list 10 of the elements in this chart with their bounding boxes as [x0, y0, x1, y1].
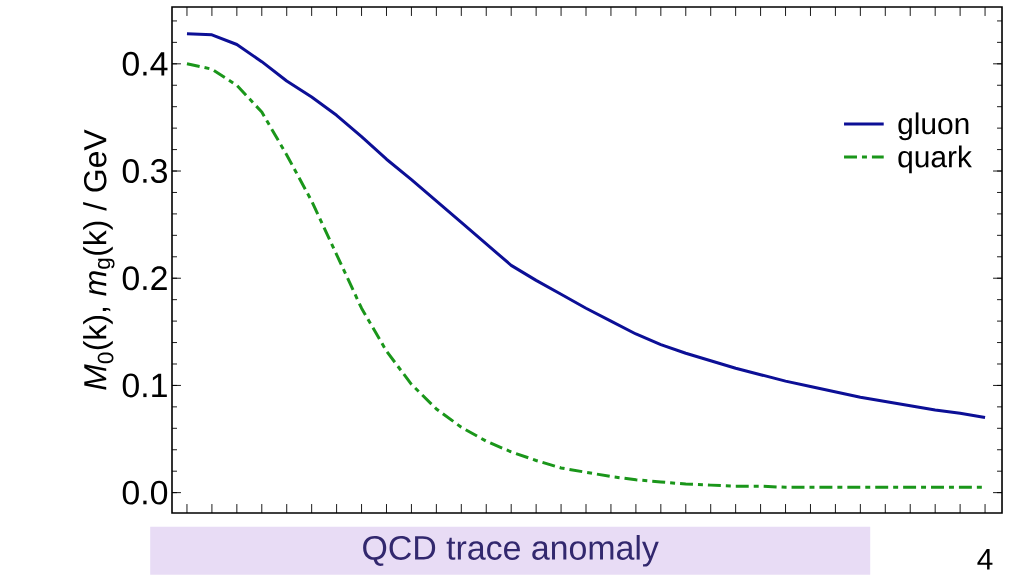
y-axis-title: M$_{0}$(k), m$_{g}$(k) / GeV — [83, 129, 115, 390]
text: QCD trace anomaly — [363, 535, 659, 567]
legend-label: quark — [898, 145, 972, 174]
y-tick-label: 0.2 — [122, 266, 167, 291]
y-tick-label: 0.4 — [122, 51, 168, 76]
y-tick-label: 0.3 — [122, 159, 167, 184]
y-tick-label: 0.0 — [122, 480, 168, 505]
legend-label: gluon — [898, 112, 969, 141]
text: 4 — [977, 548, 993, 570]
y-tick-label: 0.1 — [122, 373, 167, 398]
